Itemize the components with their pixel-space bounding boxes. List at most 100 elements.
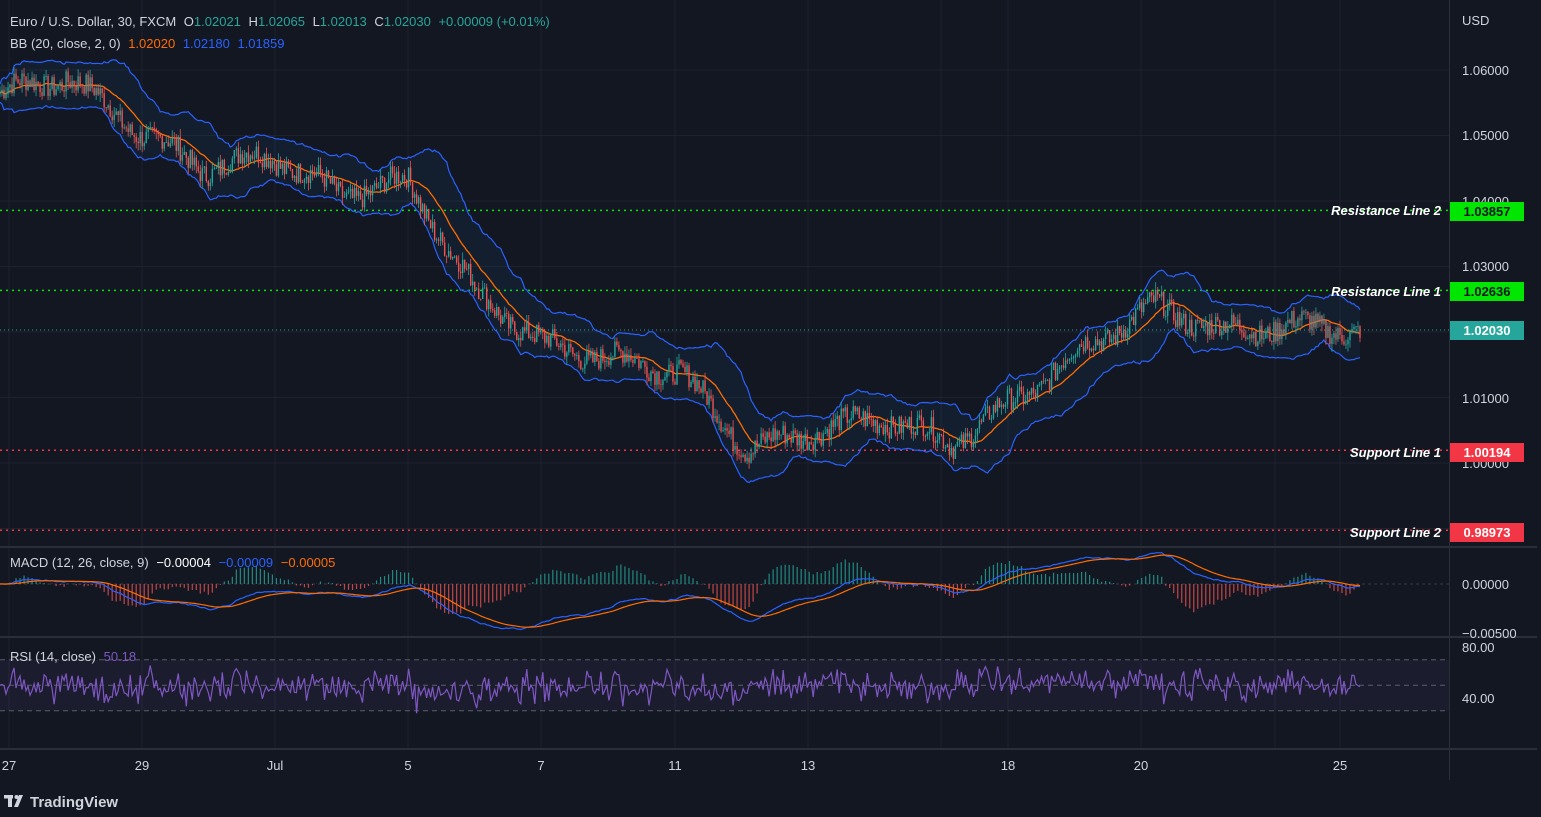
date-tick: 13 (800, 758, 816, 773)
candle-body (1088, 348, 1091, 351)
price-pane[interactable] (0, 0, 1449, 780)
macd-hist-bar (1337, 584, 1339, 592)
candle-body (922, 420, 925, 436)
macd-hist-bar (219, 584, 221, 585)
candle-body (840, 408, 842, 431)
symbol-legend[interactable]: Euro / U.S. Dollar, 30, FXCM O1.02021 H1… (10, 14, 554, 29)
candle-body (307, 176, 310, 184)
candle-body (1138, 302, 1141, 309)
candle-body (249, 155, 252, 163)
candle-body (359, 191, 362, 200)
resistance-2-label: Resistance Line 2 (1331, 203, 1441, 218)
candle-body (1357, 326, 1359, 328)
rsi-legend[interactable]: RSI (14, close) 50.18 (10, 649, 140, 664)
macd-hist-bar (980, 575, 983, 584)
macd-hist-bar (540, 574, 542, 584)
tradingview-icon (4, 795, 23, 807)
macd-hist-bar (403, 572, 406, 584)
candle-body (734, 446, 736, 450)
candle-body (343, 196, 346, 198)
macd-hist-bar (215, 584, 217, 589)
candle-body (111, 116, 113, 121)
candle-body (275, 164, 278, 176)
macd-hist-bar (984, 568, 987, 584)
macd-hist-bar (864, 570, 866, 584)
candle-body (1142, 303, 1145, 313)
candle-body (578, 354, 580, 362)
macd-hist-bar (363, 584, 366, 589)
candle-body (524, 327, 526, 331)
candle-body (770, 437, 772, 442)
candle-body (167, 142, 169, 147)
candle-body (998, 398, 1001, 408)
candle-body (109, 105, 111, 117)
candle-body (756, 440, 758, 447)
macd-hist-bar (520, 584, 522, 593)
macd-hist-bar (227, 580, 229, 584)
macd-hist-bar (359, 584, 362, 589)
bb-legend[interactable]: BB (20, close, 2, 0) 1.02020 1.02180 1.0… (10, 36, 288, 51)
candle-body (97, 88, 99, 95)
candle-body (772, 428, 774, 442)
date-tick: 25 (1332, 758, 1348, 773)
candle-body (1317, 313, 1319, 322)
candle-body (520, 338, 522, 341)
candle-body (1293, 310, 1295, 328)
macd-hist-bar (808, 571, 810, 584)
macd-hist-bar (1089, 575, 1091, 584)
macd-hist-bar (1241, 584, 1243, 593)
candle-body (1259, 325, 1261, 342)
macd-hist-bar (1141, 577, 1143, 584)
price-axis-border (1449, 0, 1450, 780)
macd-hist-bar (75, 584, 77, 586)
ohlc-low: L1.02013 (312, 14, 367, 29)
candle-body (1217, 316, 1219, 321)
candle-body (590, 351, 592, 356)
candle-body (832, 420, 834, 427)
candle-body (888, 432, 891, 439)
macd-legend[interactable]: MACD (12, 26, close, 9) −0.00004 −0.0000… (10, 555, 339, 570)
candle-body (652, 371, 654, 374)
candle-body (1251, 334, 1253, 339)
candle-body (878, 425, 880, 434)
macd-hist-bar (1221, 584, 1223, 601)
candle-body (227, 171, 230, 175)
macd-hist-bar (728, 584, 730, 606)
pane-separator[interactable] (0, 546, 1537, 548)
candle-body (257, 146, 260, 163)
candle-body (504, 313, 506, 317)
candle-body (401, 174, 404, 183)
candle-body (425, 208, 428, 219)
price-tick: 1.05000 (1462, 128, 1509, 143)
candle-body (165, 142, 167, 143)
candle-body (1225, 321, 1227, 333)
candle-body (313, 173, 316, 176)
candle-body (203, 166, 206, 168)
candle-body (790, 437, 792, 443)
candle-body (512, 317, 514, 322)
candle-body (349, 189, 352, 192)
macd-hist-bar (792, 565, 794, 584)
candle-body (1010, 388, 1013, 410)
macd-hist-bar (544, 573, 546, 584)
candle-body (1235, 323, 1237, 325)
pane-separator[interactable] (0, 636, 1537, 638)
candle-body (1183, 313, 1185, 319)
candle-body (900, 416, 903, 433)
macd-hist-bar (704, 584, 706, 585)
candle-body (287, 161, 290, 167)
candle-body (716, 416, 718, 423)
macd-label: MACD (12, 26, close, 9) (10, 555, 149, 570)
macd-hist-bar (896, 584, 898, 590)
tradingview-logo[interactable]: TradingView (4, 794, 118, 811)
candle-body (47, 76, 49, 96)
macd-hist-bar (992, 564, 995, 584)
candle-body (658, 371, 660, 385)
candle-body (1002, 404, 1005, 407)
candle-body (283, 163, 286, 174)
candle-body (345, 192, 348, 197)
candle-body (1303, 311, 1305, 313)
macd-hist-bar (1016, 566, 1019, 584)
candle-body (141, 131, 143, 147)
candle-body (686, 365, 688, 373)
